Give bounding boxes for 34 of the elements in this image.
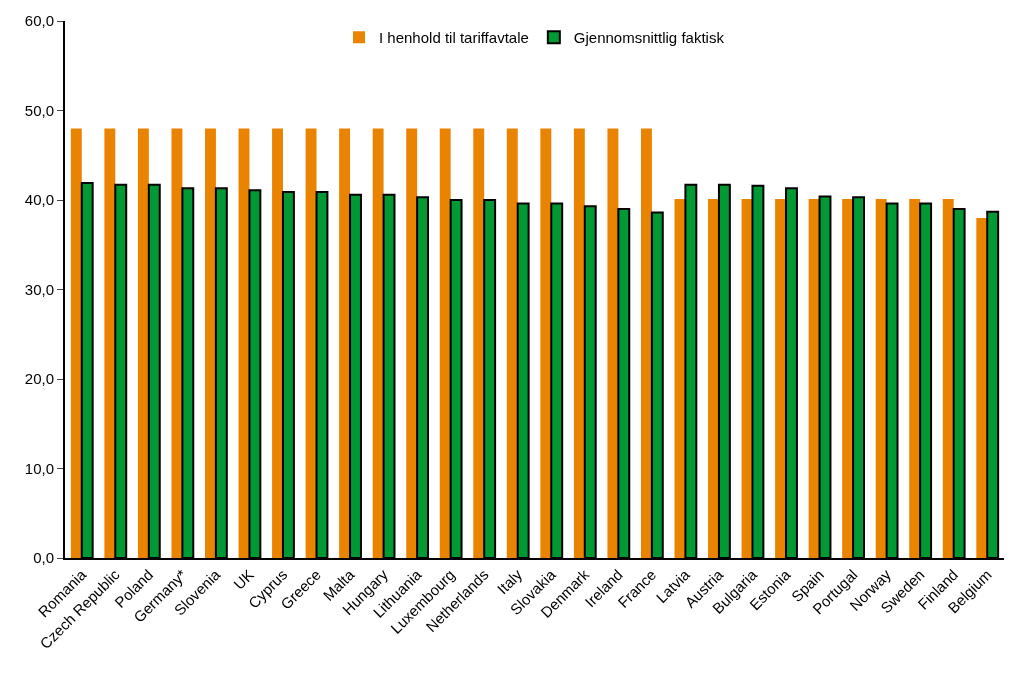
bar xyxy=(305,128,317,558)
bar xyxy=(506,128,518,558)
bar xyxy=(272,128,283,558)
bar xyxy=(137,128,149,558)
bar xyxy=(473,128,485,558)
y-tick-label: 0,0 xyxy=(33,549,54,567)
bar xyxy=(406,128,418,558)
bar xyxy=(607,128,619,558)
bar xyxy=(808,199,820,558)
y-tick-label: 10,0 xyxy=(24,459,54,477)
y-tick-label: 20,0 xyxy=(24,370,54,388)
bar xyxy=(339,128,351,558)
y-tick-label: 40,0 xyxy=(24,191,54,209)
legend-label: I henhold til tariffavtale xyxy=(379,29,529,47)
bar xyxy=(875,199,887,558)
bar xyxy=(70,128,82,558)
bar xyxy=(540,128,552,558)
bar xyxy=(573,128,585,558)
y-tick-label: 60,0 xyxy=(24,12,54,30)
bar xyxy=(439,128,451,558)
legend-label: Gjennomsnittlig faktisk xyxy=(573,29,725,47)
bar xyxy=(909,199,921,558)
bar xyxy=(775,199,787,558)
bar xyxy=(942,199,954,558)
bar xyxy=(372,128,384,558)
bar xyxy=(171,128,183,558)
bar xyxy=(104,128,116,558)
bar xyxy=(842,199,854,558)
bar xyxy=(708,199,719,558)
bar xyxy=(205,128,216,558)
bar xyxy=(976,217,988,558)
bar xyxy=(640,128,652,558)
y-tick-label: 30,0 xyxy=(24,280,54,298)
y-tick-label: 50,0 xyxy=(24,101,54,119)
